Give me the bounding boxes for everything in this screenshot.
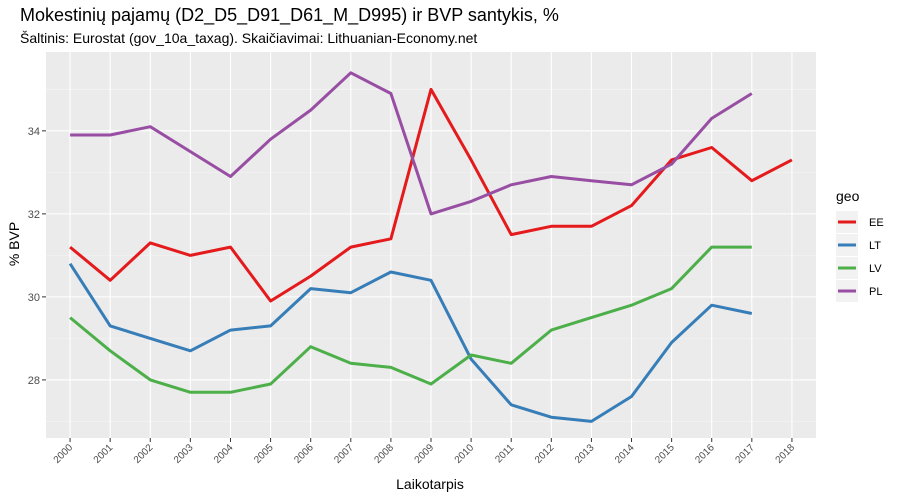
x-tick-label: 2007 [332,442,356,466]
y-axis-label: % BVP [6,222,22,266]
x-tick-label: 2002 [132,442,156,466]
x-tick-label: 2006 [292,442,316,466]
x-tick-label: 2001 [92,442,116,466]
x-tick-label: 2016 [693,442,717,466]
x-tick-label: 2014 [613,442,637,466]
x-axis-label: Laikotarpis [396,476,464,492]
series-line-lv [69,245,752,394]
legend-label: EE [869,217,884,229]
x-tick-label: 2013 [573,442,597,466]
x-tick-label: 2011 [493,442,516,465]
legend-item-ee: EE [836,211,884,233]
y-tick-label: 34 [28,126,40,138]
y-tick-label: 32 [28,209,40,221]
legend: geo EE LT LV PL [836,188,884,302]
chart-title: Mokestinių pajamų (D2_D5_D91_D61_M_D995)… [20,5,559,25]
series-line-ee [69,87,793,303]
x-tick-label: 2009 [413,442,437,466]
x-tick-label: 2003 [172,442,196,466]
x-tick-label: 2012 [533,442,557,466]
legend-label: PL [869,286,882,298]
x-tick-label: 2005 [252,442,276,466]
x-tick-label: 2000 [52,442,76,466]
x-tick-label: 2004 [212,442,236,466]
x-tick-label: 2018 [774,442,798,466]
y-tick-label: 30 [28,292,40,304]
x-tick-label: 2010 [453,442,477,466]
series-line-pl [70,71,753,216]
legend-item-lv: LV [836,257,882,279]
series-line-lt [68,262,753,423]
chart-subtitle: Šaltinis: Eurostat (gov_10a_taxag). Skai… [20,30,478,46]
legend-title: geo [836,188,860,204]
y-tick-label: 28 [28,375,40,387]
legend-label: LV [869,263,882,275]
x-tick-label: 2017 [733,442,757,466]
legend-item-pl: PL [836,280,882,302]
x-tick-label: 2008 [373,442,397,466]
legend-item-lt: LT [836,234,881,256]
x-tick-label: 2015 [653,442,677,466]
legend-label: LT [869,240,881,252]
